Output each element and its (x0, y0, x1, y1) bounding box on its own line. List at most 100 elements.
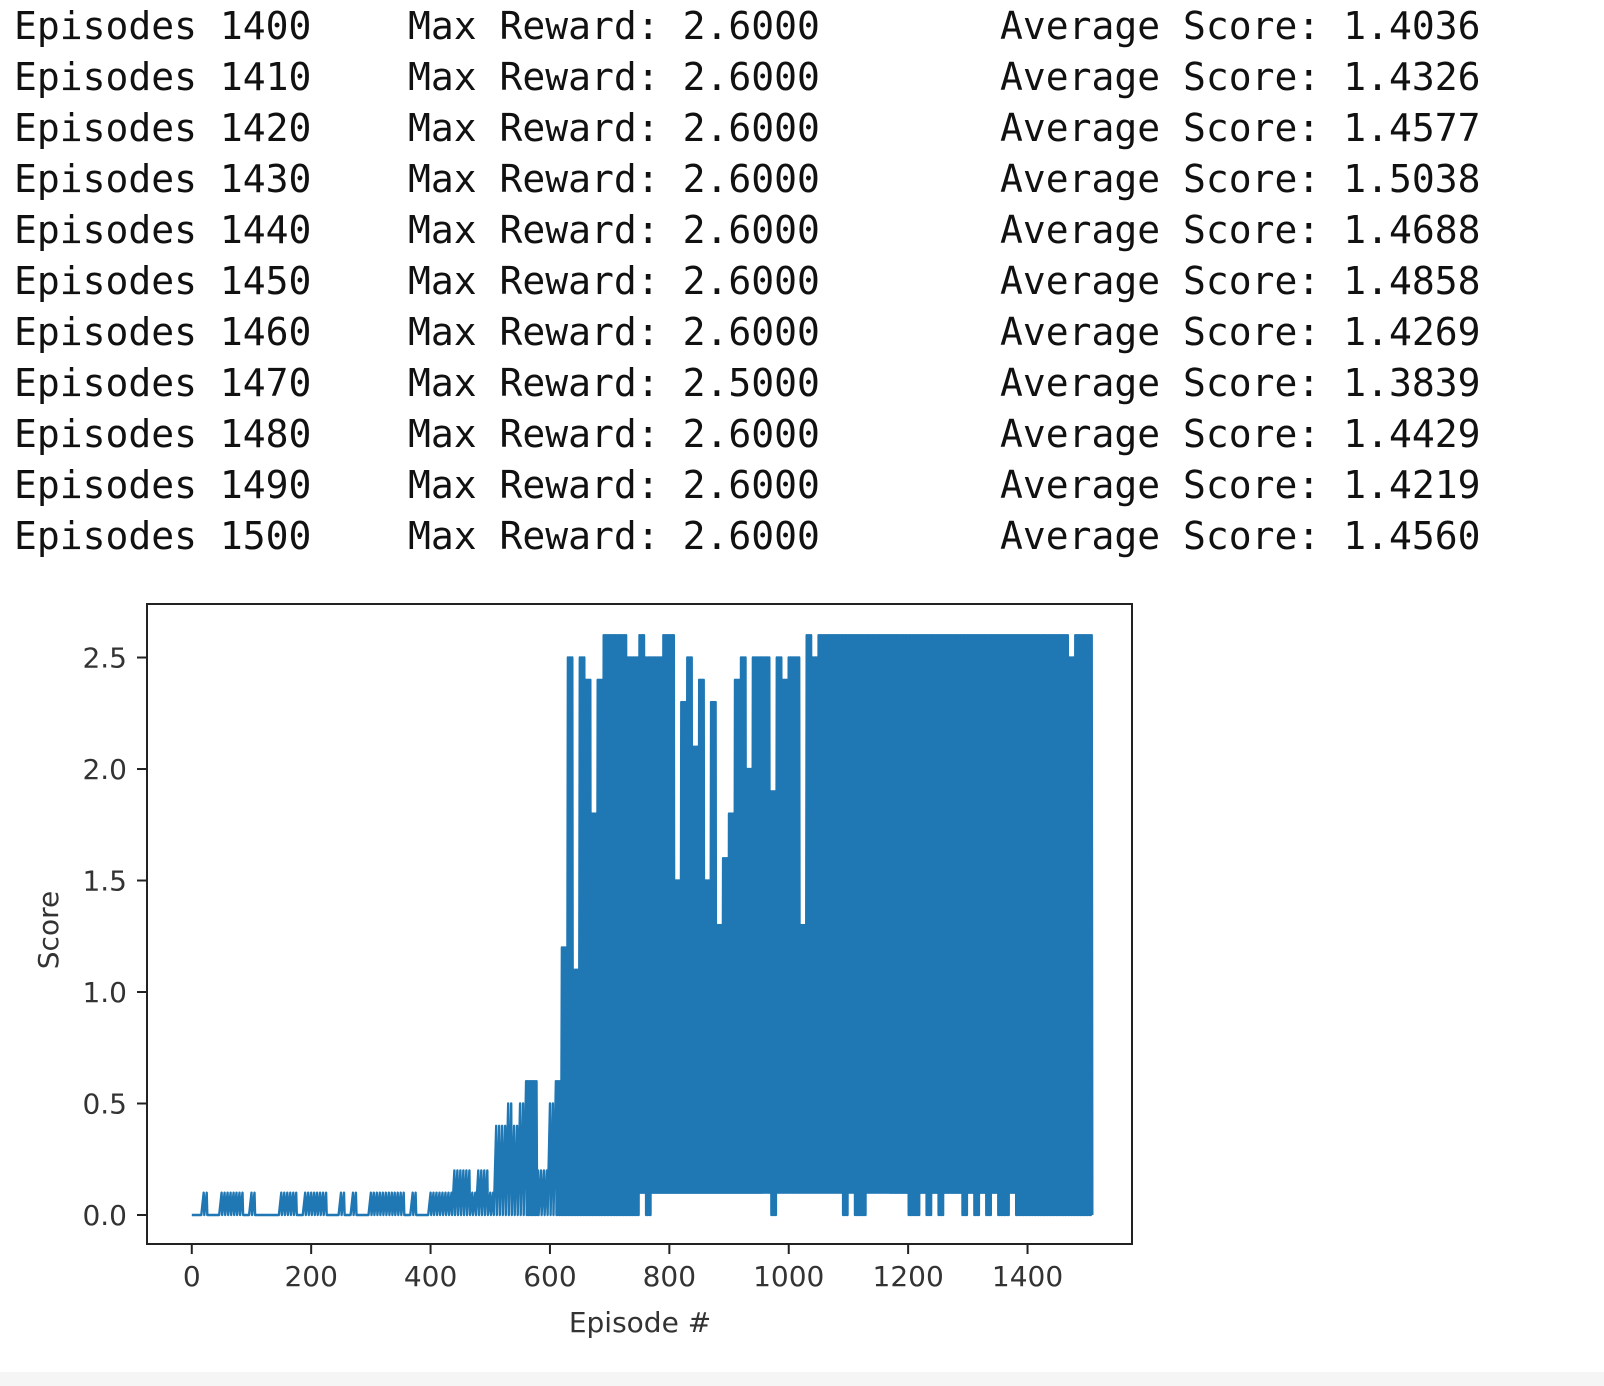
log-average-score-value: 1.4688 (1343, 207, 1481, 252)
log-max-reward-label: Max Reward: (408, 411, 660, 456)
log-max-reward: Max Reward: 2.6000 (408, 463, 1000, 507)
log-episode-label: Episodes (14, 105, 198, 150)
x-tick-label: 0 (183, 1260, 201, 1293)
x-axis-label: Episode # (569, 1306, 711, 1339)
log-average-score-value: 1.4219 (1343, 462, 1481, 507)
training-log: Episodes 1400 Max Reward: 2.6000 Average S… (14, 0, 1480, 561)
score-series (191, 634, 1094, 1217)
log-line: Episodes 1400 Max Reward: 2.6000 Average S… (14, 0, 1480, 51)
log-max-reward: Max Reward: 2.6000 (408, 157, 1000, 201)
log-average-score: Average Score: 1.4560 (1000, 514, 1480, 558)
log-average-score-label: Average Score: (1000, 156, 1321, 201)
x-tick-label: 400 (404, 1260, 457, 1293)
log-line: Episodes 1470 Max Reward: 2.5000 Average S… (14, 357, 1480, 408)
log-average-score: Average Score: 1.4326 (1000, 55, 1480, 99)
log-episode-value: 1410 (219, 54, 312, 99)
log-average-score-value: 1.4577 (1343, 105, 1481, 150)
log-max-reward: Max Reward: 2.6000 (408, 310, 1000, 354)
log-episode-value: 1430 (219, 156, 312, 201)
log-average-score-label: Average Score: (1000, 207, 1321, 252)
log-average-score-label: Average Score: (1000, 513, 1321, 558)
log-average-score: Average Score: 1.5038 (1000, 157, 1480, 201)
log-episode-value: 1450 (219, 258, 312, 303)
log-max-reward-value: 2.6000 (682, 309, 820, 354)
x-tick-label: 600 (523, 1260, 576, 1293)
log-episode-value: 1440 (219, 207, 312, 252)
log-episode-label: Episodes (14, 411, 198, 456)
log-average-score-label: Average Score: (1000, 3, 1321, 48)
log-max-reward-value: 2.6000 (682, 462, 820, 507)
log-episode-value: 1400 (219, 3, 312, 48)
log-average-score-label: Average Score: (1000, 105, 1321, 150)
score-chart: 0 200 400 600 800 1000 1200 1400 0.0 0.5 1.0 1.5 2.… (32, 603, 1133, 1339)
log-episode: Episodes 1450 (14, 259, 408, 303)
log-max-reward-label: Max Reward: (408, 54, 660, 99)
log-episode-label: Episodes (14, 513, 198, 558)
log-max-reward: Max Reward: 2.6000 (408, 208, 1000, 252)
y-tick-label: 1.5 (82, 865, 127, 898)
log-line: Episodes 1440 Max Reward: 2.6000 Average S… (14, 204, 1480, 255)
log-average-score-value: 1.5038 (1343, 156, 1481, 201)
log-average-score-value: 1.4560 (1343, 513, 1481, 558)
log-line: Episodes 1500 Max Reward: 2.6000 Average S… (14, 510, 1480, 561)
log-line: Episodes 1490 Max Reward: 2.6000 Average S… (14, 459, 1480, 510)
log-episode-value: 1470 (219, 360, 312, 405)
log-max-reward: Max Reward: 2.6000 (408, 4, 1000, 48)
log-max-reward-value: 2.6000 (682, 207, 820, 252)
score-line (191, 634, 1094, 1217)
log-episode: Episodes 1460 (14, 310, 408, 354)
x-tick-label: 1400 (992, 1260, 1063, 1293)
log-max-reward-label: Max Reward: (408, 105, 660, 150)
log-max-reward-label: Max Reward: (408, 207, 660, 252)
log-line: Episodes 1460 Max Reward: 2.6000 Average S… (14, 306, 1480, 357)
log-episode: Episodes 1470 (14, 361, 408, 405)
log-average-score-label: Average Score: (1000, 360, 1321, 405)
log-average-score: Average Score: 1.4577 (1000, 106, 1480, 150)
log-average-score-value: 1.4429 (1343, 411, 1481, 456)
log-max-reward-value: 2.6000 (682, 3, 820, 48)
log-average-score: Average Score: 1.4429 (1000, 412, 1480, 456)
log-episode: Episodes 1420 (14, 106, 408, 150)
log-episode-label: Episodes (14, 207, 198, 252)
log-max-reward-label: Max Reward: (408, 156, 660, 201)
log-episode-label: Episodes (14, 462, 198, 507)
x-axis-ticks: 0 200 400 600 800 1000 1200 1400 (183, 1244, 1063, 1293)
x-tick-label: 1200 (873, 1260, 944, 1293)
log-max-reward-value: 2.6000 (682, 513, 820, 558)
log-max-reward-value: 2.6000 (682, 411, 820, 456)
log-episode: Episodes 1490 (14, 463, 408, 507)
log-episode-label: Episodes (14, 360, 198, 405)
log-episode-value: 1460 (219, 309, 312, 354)
x-tick-label: 800 (643, 1260, 696, 1293)
log-episode-label: Episodes (14, 309, 198, 354)
log-average-score-value: 1.4036 (1343, 3, 1481, 48)
x-tick-label: 200 (284, 1260, 337, 1293)
y-tick-label: 1.0 (82, 976, 127, 1009)
y-tick-label: 0.0 (82, 1199, 127, 1232)
y-axis-ticks: 0.0 0.5 1.0 1.5 2.0 2.5 (82, 642, 147, 1232)
log-episode: Episodes 1430 (14, 157, 408, 201)
log-episode: Episodes 1500 (14, 514, 408, 558)
log-line: Episodes 1420 Max Reward: 2.6000 Average S… (14, 102, 1480, 153)
log-average-score-value: 1.4269 (1343, 309, 1481, 354)
log-episode-value: 1420 (219, 105, 312, 150)
log-max-reward-value: 2.6000 (682, 105, 820, 150)
log-line: Episodes 1430 Max Reward: 2.6000 Average S… (14, 153, 1480, 204)
log-max-reward: Max Reward: 2.5000 (408, 361, 1000, 405)
log-average-score-label: Average Score: (1000, 258, 1321, 303)
log-episode-label: Episodes (14, 54, 198, 99)
log-average-score-label: Average Score: (1000, 309, 1321, 354)
log-episode: Episodes 1400 (14, 4, 408, 48)
log-max-reward-label: Max Reward: (408, 3, 660, 48)
log-average-score-value: 1.4326 (1343, 54, 1481, 99)
log-max-reward-label: Max Reward: (408, 513, 660, 558)
y-axis-label: Score (32, 891, 65, 969)
log-max-reward-value: 2.5000 (682, 360, 820, 405)
log-line: Episodes 1480 Max Reward: 2.6000 Average S… (14, 408, 1480, 459)
log-average-score-value: 1.3839 (1343, 360, 1481, 405)
log-max-reward: Max Reward: 2.6000 (408, 412, 1000, 456)
log-line: Episodes 1450 Max Reward: 2.6000 Average S… (14, 255, 1480, 306)
log-max-reward: Max Reward: 2.6000 (408, 259, 1000, 303)
y-tick-label: 2.0 (82, 753, 127, 786)
log-average-score: Average Score: 1.3839 (1000, 361, 1480, 405)
